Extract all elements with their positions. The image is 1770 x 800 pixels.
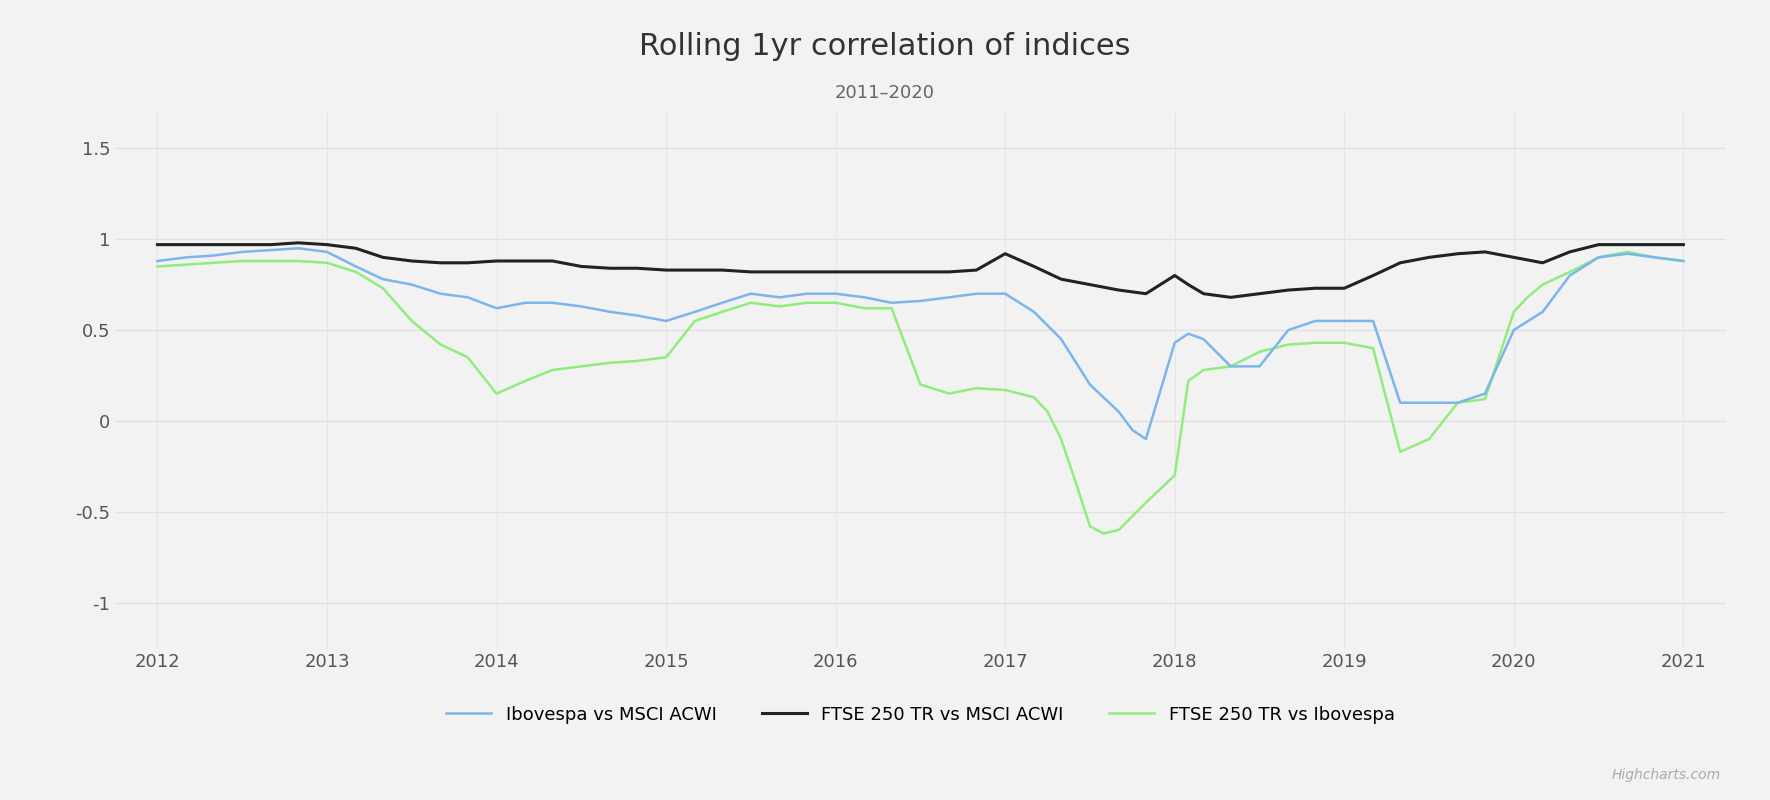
Legend: Ibovespa vs MSCI ACWI, FTSE 250 TR vs MSCI ACWI, FTSE 250 TR vs Ibovespa: Ibovespa vs MSCI ACWI, FTSE 250 TR vs MS…	[437, 697, 1404, 733]
FTSE 250 TR vs MSCI ACWI	[1177, 280, 1198, 290]
FTSE 250 TR vs Ibovespa	[627, 356, 648, 366]
FTSE 250 TR vs MSCI ACWI	[740, 267, 761, 277]
FTSE 250 TR vs Ibovespa	[570, 362, 591, 371]
FTSE 250 TR vs Ibovespa	[147, 262, 168, 271]
FTSE 250 TR vs Ibovespa	[430, 340, 451, 350]
FTSE 250 TR vs MSCI ACWI	[1220, 293, 1241, 302]
Ibovespa vs MSCI ACWI	[147, 256, 168, 266]
Ibovespa vs MSCI ACWI	[1673, 256, 1694, 266]
FTSE 250 TR vs MSCI ACWI	[147, 240, 168, 250]
Text: 2011–2020: 2011–2020	[835, 84, 935, 102]
Ibovespa vs MSCI ACWI	[204, 250, 225, 260]
FTSE 250 TR vs MSCI ACWI	[287, 238, 308, 248]
Text: Rolling 1yr correlation of indices: Rolling 1yr correlation of indices	[639, 32, 1131, 61]
Ibovespa vs MSCI ACWI	[1135, 434, 1156, 444]
FTSE 250 TR vs MSCI ACWI	[1135, 289, 1156, 298]
Ibovespa vs MSCI ACWI	[287, 243, 308, 253]
Ibovespa vs MSCI ACWI	[232, 247, 253, 257]
FTSE 250 TR vs Ibovespa	[1092, 529, 1113, 538]
FTSE 250 TR vs Ibovespa	[1673, 256, 1694, 266]
FTSE 250 TR vs MSCI ACWI	[175, 240, 196, 250]
Ibovespa vs MSCI ACWI	[853, 293, 874, 302]
Line: FTSE 250 TR vs MSCI ACWI: FTSE 250 TR vs MSCI ACWI	[158, 243, 1683, 298]
FTSE 250 TR vs Ibovespa	[712, 307, 733, 317]
Ibovespa vs MSCI ACWI	[1220, 362, 1241, 371]
FTSE 250 TR vs MSCI ACWI	[1051, 274, 1073, 284]
Text: Highcharts.com: Highcharts.com	[1611, 768, 1720, 782]
FTSE 250 TR vs Ibovespa	[1616, 247, 1637, 257]
FTSE 250 TR vs MSCI ACWI	[1363, 270, 1384, 280]
Line: Ibovespa vs MSCI ACWI: Ibovespa vs MSCI ACWI	[158, 248, 1683, 439]
FTSE 250 TR vs Ibovespa	[1135, 498, 1156, 507]
Ibovespa vs MSCI ACWI	[1250, 362, 1271, 371]
FTSE 250 TR vs Ibovespa	[685, 316, 706, 326]
Ibovespa vs MSCI ACWI	[600, 307, 621, 317]
FTSE 250 TR vs MSCI ACWI	[1673, 240, 1694, 250]
Line: FTSE 250 TR vs Ibovespa: FTSE 250 TR vs Ibovespa	[158, 252, 1683, 534]
